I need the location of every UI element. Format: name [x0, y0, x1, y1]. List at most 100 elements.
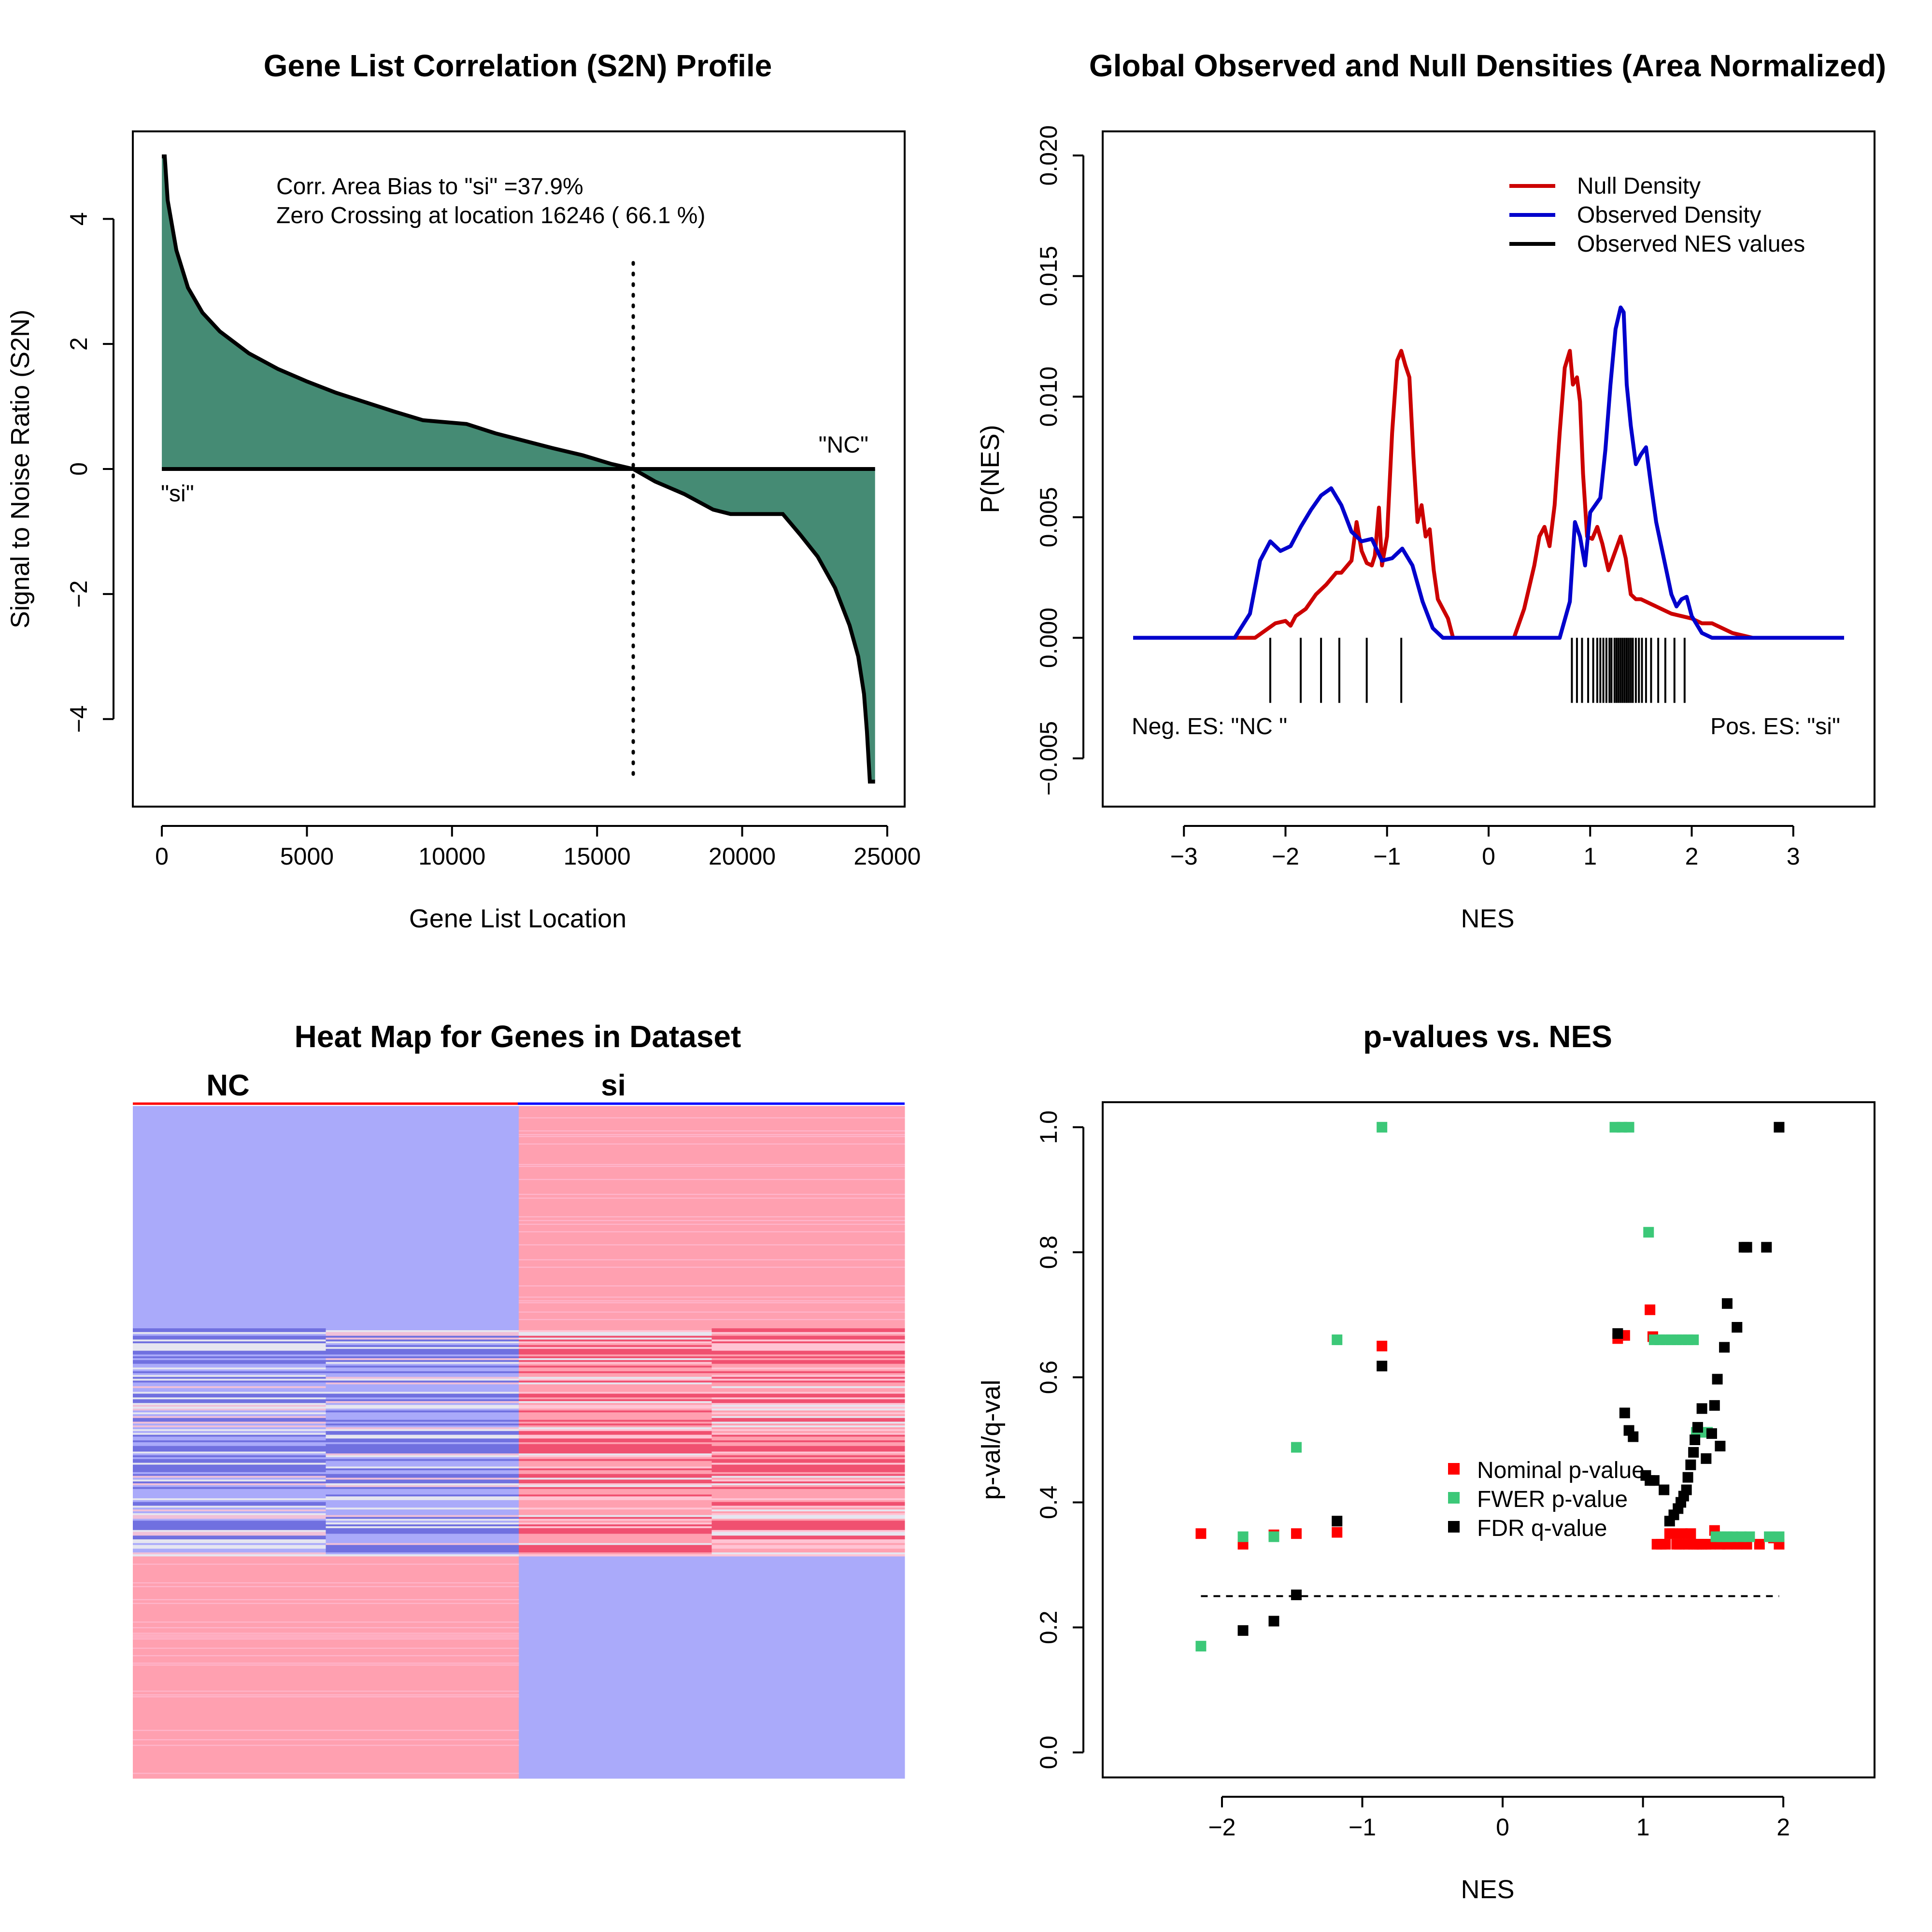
heatmap-cell	[711, 1537, 905, 1540]
heatmap-block	[133, 1556, 326, 1779]
nominal-p-point	[1291, 1528, 1302, 1539]
heatmap-cell	[519, 1515, 712, 1518]
heatmap-cell	[133, 1425, 326, 1428]
density-chart-title: Global Observed and Null Densities (Area…	[1089, 48, 1886, 83]
heatmap-stripe	[133, 1563, 326, 1565]
heatmap-cell	[519, 1459, 712, 1462]
heatmap-cell	[711, 1378, 905, 1381]
heatmap-cell	[519, 1464, 712, 1467]
heatmap-stripe	[133, 1633, 326, 1634]
fdr-q-point	[1774, 1122, 1785, 1133]
heatmap-cell	[711, 1375, 905, 1378]
heatmap-title: Heat Map for Genes in Dataset	[295, 1019, 741, 1054]
heatmap-cell	[519, 1511, 712, 1514]
heatmap-cell	[711, 1343, 905, 1346]
heatmap-stripe	[326, 1563, 519, 1565]
heatmap-cell	[133, 1474, 326, 1477]
heatmap-stripe	[326, 1730, 519, 1731]
heatmap-cell	[326, 1543, 519, 1546]
heatmap-stripe	[711, 1164, 905, 1165]
fdr-q-point	[1688, 1447, 1699, 1458]
heatmap-stripe	[133, 1773, 326, 1774]
heatmap-stripe	[326, 1662, 519, 1664]
heatmap-cell	[711, 1446, 905, 1449]
heatmap-cell	[326, 1537, 519, 1540]
heatmap-stripe	[711, 1165, 905, 1167]
nominal-p-point	[1667, 1528, 1678, 1539]
heatmap-cell	[133, 1401, 326, 1404]
pvalue-x-tick-label: −1	[1349, 1814, 1376, 1841]
heatmap-cell	[711, 1502, 905, 1505]
heatmap-stripe	[519, 1244, 712, 1246]
heatmap-cell	[326, 1354, 519, 1357]
heatmap-cell	[326, 1397, 519, 1400]
heatmap-cell	[711, 1504, 905, 1506]
heatmap-cell	[519, 1373, 712, 1376]
heatmap-cell	[519, 1517, 712, 1520]
heatmap-cell	[519, 1371, 712, 1374]
s2n-plot-area	[162, 154, 875, 784]
heatmap-cell	[711, 1371, 905, 1374]
heatmap-cell	[133, 1444, 326, 1447]
s2n-profile-panel: Gene List Correlation (S2N) Profile 0 500…	[6, 48, 921, 933]
heatmap-cell	[711, 1479, 905, 1482]
heatmap-cell	[133, 1545, 326, 1548]
heatmap-cell	[133, 1472, 326, 1475]
heatmap-cell	[133, 1455, 326, 1458]
heatmap-cell	[519, 1534, 712, 1536]
heatmap-stripe	[133, 1730, 326, 1731]
heatmap-cell	[711, 1440, 905, 1443]
heatmap-cell	[133, 1494, 326, 1497]
density-legend: Null Density Observed Density Observed N…	[1509, 173, 1805, 257]
heatmap-cell	[519, 1550, 712, 1553]
heatmap-cell	[133, 1395, 326, 1398]
heatmap-cell	[519, 1524, 712, 1527]
heatmap-cell	[519, 1421, 712, 1424]
heatmap-cell	[519, 1548, 712, 1551]
density-y-tick-label: 0.000	[1035, 608, 1062, 668]
heatmap-cell	[711, 1429, 905, 1432]
heatmap-stripe	[711, 1216, 905, 1218]
s2n-y-tick-label: 4	[65, 212, 92, 226]
heatmap-cell	[711, 1548, 905, 1551]
heatmap-cell	[711, 1476, 905, 1478]
heatmap-stripe	[519, 1311, 712, 1313]
heatmap-cell	[326, 1420, 519, 1422]
heatmap-cell	[519, 1367, 712, 1370]
heatmap-stripe	[711, 1296, 905, 1298]
heatmap-cell	[711, 1552, 905, 1555]
heatmap-cell	[519, 1330, 712, 1333]
heatmap-cell	[711, 1438, 905, 1441]
heatmap-cell	[519, 1477, 712, 1480]
heatmap-cell	[519, 1547, 712, 1549]
fdr-q-point	[1681, 1484, 1692, 1495]
heatmap-stripe	[711, 1179, 905, 1180]
s2n-y-axis-label: Signal to Noise Ratio (S2N)	[6, 310, 35, 628]
heatmap-cell	[326, 1472, 519, 1475]
heatmap-cell	[326, 1362, 519, 1364]
pvalue-y-tick-label: 0.6	[1035, 1361, 1062, 1394]
heatmap-cell	[133, 1535, 326, 1538]
pvalue-y-tick-label: 1.0	[1035, 1110, 1062, 1144]
heatmap-cell	[326, 1399, 519, 1402]
heatmap-cell	[326, 1506, 519, 1508]
heatmap-cell	[326, 1350, 519, 1353]
heatmap-cell	[519, 1392, 712, 1394]
null-density-line	[1133, 349, 1844, 640]
heatmap-stripe	[133, 1621, 326, 1623]
heatmap-cell	[711, 1334, 905, 1336]
fdr-q-point	[1761, 1242, 1772, 1253]
heatmap-cells	[133, 1106, 905, 1779]
heatmap-cell	[711, 1418, 905, 1421]
pos-es-label: Pos. ES: "si"	[1710, 714, 1840, 739]
heatmap-cell	[519, 1489, 712, 1492]
heatmap-stripe	[519, 1197, 712, 1199]
heatmap-cell	[519, 1360, 712, 1363]
s2n-x-ticks: 0 5000 10000 15000 20000 25000	[155, 825, 921, 870]
heatmap-cell	[519, 1474, 712, 1477]
heatmap-cell	[133, 1421, 326, 1424]
heatmap-cell	[519, 1377, 712, 1379]
heatmap-cell	[519, 1539, 712, 1542]
s2n-y-tick-label: −2	[65, 580, 92, 608]
heatmap-cell	[133, 1537, 326, 1540]
